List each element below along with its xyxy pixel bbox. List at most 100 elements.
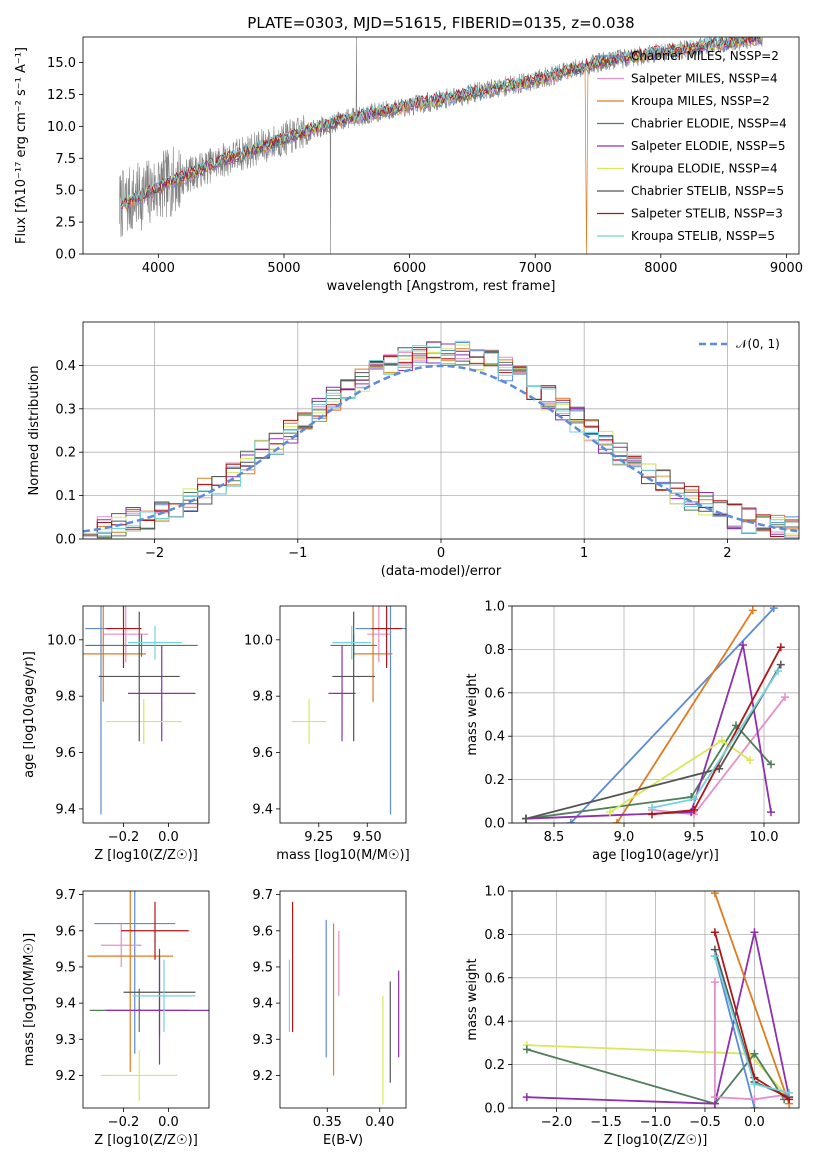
- x-axis-label: Z [log10(Z/Z☉)]: [604, 1133, 708, 1148]
- mass-weight-marker: [710, 928, 719, 937]
- x-tick-label: −2: [145, 546, 164, 561]
- y-tick-label: 0.4: [484, 730, 505, 745]
- mass-weight-line: [526, 931, 790, 1105]
- mass-weight-marker: [522, 1093, 531, 1102]
- y-tick-label: 0.0: [55, 533, 76, 548]
- mass-age-frame: [279, 605, 407, 824]
- mass-weight-line: [526, 1048, 785, 1105]
- z-age-plot-area: [83, 606, 198, 815]
- legend-label: Chabrier MILES, NSSP=2: [631, 49, 779, 63]
- x-axis-label: (data-model)/error: [381, 564, 502, 579]
- x-tick-label: 9000: [770, 261, 803, 276]
- mass-weight-line: [714, 982, 785, 1101]
- x-tick-label: 9.5: [684, 830, 705, 845]
- x-tick-label: 0.40: [365, 1115, 394, 1130]
- z-weight-plot-area: [522, 891, 794, 1108]
- legend-label: Salpeter STELIB, NSSP=3: [631, 207, 783, 221]
- y-tick-label: 9.3: [252, 1033, 273, 1048]
- x-tick-label: 2: [723, 546, 731, 561]
- y-tick-label: 0.4: [484, 1015, 505, 1030]
- mass-weight-marker: [522, 814, 530, 823]
- mass-weight-marker: [690, 805, 698, 814]
- x-tick-label: 8.5: [544, 830, 565, 845]
- x-tick-label: 8000: [644, 261, 677, 276]
- mass-weight-marker: [710, 1093, 719, 1102]
- y-tick-label: 9.7: [252, 888, 273, 903]
- y-tick-label: 10.0: [47, 633, 76, 648]
- mass-weight-marker: [718, 736, 726, 745]
- y-tick-label: 0.1: [55, 489, 76, 504]
- y-tick-label: 9.4: [252, 802, 273, 817]
- legend-label: Chabrier ELODIE, NSSP=4: [631, 117, 787, 131]
- x-tick-label: 9.50: [353, 830, 382, 845]
- y-tick-label: 9.2: [252, 1069, 273, 1084]
- x-tick-label: −1.5: [590, 1115, 622, 1130]
- mass-weight-marker: [767, 808, 775, 817]
- mass-weight-marker: [710, 891, 719, 898]
- y-tick-label: 9.4: [55, 997, 76, 1012]
- y-axis-label: Flux [fλ10⁻¹⁷ erg cm⁻² s⁻¹ A⁻¹]: [14, 47, 29, 244]
- x-tick-label: 4000: [142, 261, 175, 276]
- model-spectrum-line: [120, 37, 761, 206]
- mass-weight-marker: [774, 667, 782, 676]
- y-tick-label: 0.0: [484, 1102, 505, 1117]
- y-axis-label: mass weight: [465, 673, 480, 755]
- y-tick-label: 9.8: [55, 690, 76, 705]
- y-tick-label: 0.2: [484, 1058, 505, 1073]
- mass-weight-marker: [522, 1045, 531, 1054]
- mass-weight-marker: [776, 643, 785, 652]
- y-tick-label: 1.0: [484, 885, 505, 900]
- y-tick-label: 0.6: [484, 971, 505, 986]
- y-tick-label: 10.0: [47, 120, 76, 135]
- y-tick-label: 0.2: [55, 446, 76, 461]
- mass-weight-marker: [690, 795, 698, 804]
- model-spectrum-line: [120, 37, 761, 207]
- x-axis-label: E(B-V): [323, 1133, 363, 1148]
- y-tick-label: 0.3: [55, 402, 76, 417]
- mass-weight-marker: [767, 760, 775, 769]
- mass-weight-line: [616, 609, 754, 823]
- y-tick-label: 7.5: [55, 152, 76, 167]
- residual-histogram: [83, 341, 799, 539]
- x-tick-label: 0.35: [313, 1115, 342, 1130]
- y-tick-label: 5.0: [55, 184, 76, 199]
- mass-weight-line: [525, 664, 782, 820]
- y-tick-label: 0.0: [484, 817, 505, 832]
- age-weight-plot-area: [522, 606, 789, 823]
- spectrum-frame: [82, 36, 800, 255]
- legend-label: Kroupa ELODIE, NSSP=4: [631, 162, 778, 176]
- mass-weight-marker: [648, 803, 656, 812]
- y-tick-label: 9.6: [252, 746, 273, 761]
- x-tick-label: −1.0: [640, 1115, 672, 1130]
- y-tick-label: 0.2: [484, 773, 505, 788]
- mass-weight-marker: [566, 819, 575, 823]
- y-axis-label: Normed distribution: [27, 366, 42, 496]
- mass-weight-marker: [781, 693, 789, 702]
- mass-weight-marker: [776, 660, 785, 669]
- legend-label: Salpeter ELODIE, NSSP=5: [631, 139, 786, 153]
- x-axis-label: mass [log10(M/M☉)]: [276, 848, 409, 863]
- y-tick-label: 9.6: [55, 746, 76, 761]
- chart-title: PLATE=0303, MJD=51615, FIBERID=0135, z=0…: [247, 14, 634, 32]
- y-axis-label: mass weight: [465, 958, 480, 1040]
- y-tick-label: 0.8: [484, 928, 505, 943]
- x-tick-label: −0.2: [108, 1115, 140, 1130]
- x-tick-label: 0: [437, 546, 445, 561]
- mass-weight-marker: [750, 1104, 759, 1108]
- gaussian-curve: [83, 364, 799, 533]
- y-tick-label: 9.6: [55, 924, 76, 939]
- y-tick-label: 0.8: [484, 643, 505, 658]
- age-weight-frame: [511, 605, 800, 824]
- mass-weight-marker: [710, 952, 719, 961]
- mass-weight-marker: [606, 808, 614, 817]
- residuals-plot-area: [83, 340, 799, 539]
- mass-age-plot-area: [291, 606, 406, 815]
- spectrum-plot-area: [119, 37, 763, 254]
- residuals-frame: [82, 321, 800, 540]
- y-tick-label: 9.4: [252, 997, 273, 1012]
- z-age-frame: [82, 605, 210, 824]
- y-tick-label: 0.4: [55, 359, 76, 374]
- model-spectrum-line: [120, 37, 760, 207]
- x-axis-label: age [log10(age/yr)]: [592, 848, 719, 863]
